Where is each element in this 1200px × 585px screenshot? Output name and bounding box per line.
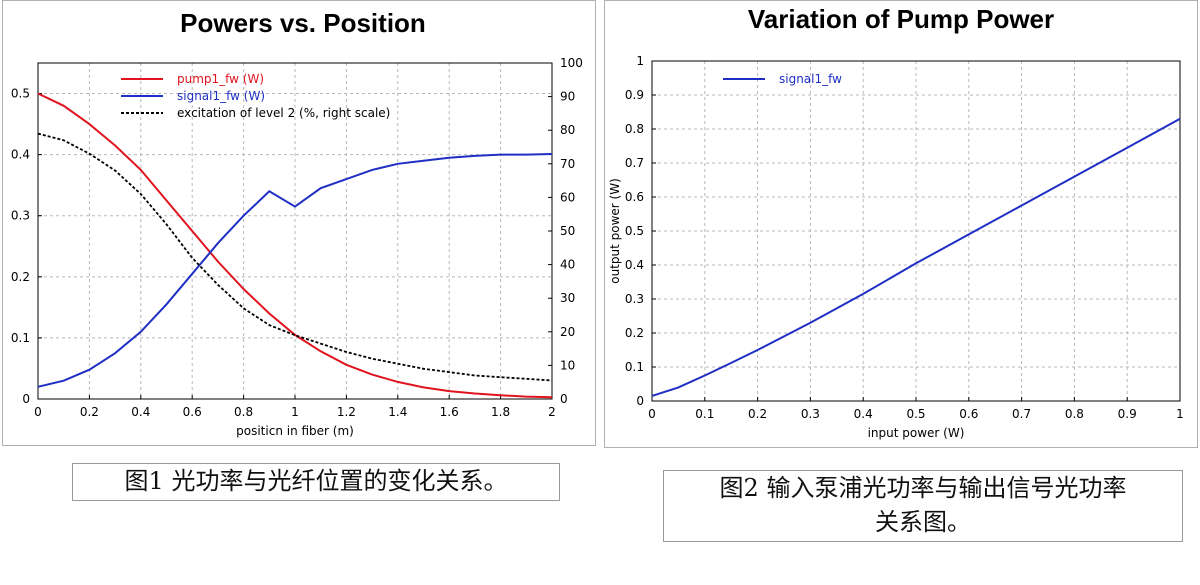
chart-title: Variation of Pump Power [748, 4, 1054, 34]
x-tick-label: 1 [1176, 407, 1184, 421]
x-axis-label: positicn in fiber (m) [236, 424, 354, 438]
chart-title: Powers vs. Position [180, 8, 426, 38]
legend-entry-label: excitation of level 2 (%, right scale) [177, 106, 390, 120]
legend-entry-label: pump1_fw (W) [177, 72, 264, 86]
x-tick-label: 0 [34, 405, 42, 419]
figure1-caption: 图1 光功率与光纤位置的变化关系。 [72, 463, 560, 501]
x-tick-label: 0.4 [854, 407, 873, 421]
y-tick-label: 0.4 [11, 148, 30, 162]
x-tick-label: 1.8 [491, 405, 510, 419]
x-tick-label: 0.7 [1012, 407, 1031, 421]
y-right-tick-label: 10 [560, 358, 575, 372]
x-tick-label: 0.1 [695, 407, 714, 421]
series-line-2 [37, 132, 553, 382]
x-tick-label: 0.8 [1065, 407, 1084, 421]
y-tick-label: 0.5 [11, 87, 30, 101]
y-right-tick-label: 40 [560, 258, 575, 272]
plot-area-frame [37, 62, 553, 400]
x-tick-label: 2 [548, 405, 556, 419]
y-tick-label: 0.7 [625, 156, 644, 170]
x-tick-label: 0.5 [906, 407, 925, 421]
plot-area-frame [651, 60, 1181, 402]
y-tick-label: 0.2 [11, 270, 30, 284]
y-right-tick-label: 50 [560, 224, 575, 238]
x-tick-label: 0.2 [748, 407, 767, 421]
variation-of-pump-power-chart: Variation of Pump Power 0 0.1 0.2 0.3 0.4 0.5 0… [608, 4, 1184, 440]
series-line-1 [37, 153, 553, 388]
x-tick-label: 0.8 [234, 405, 253, 419]
y-tick-label: 0.3 [11, 209, 30, 223]
x-tick-label: 1.6 [440, 405, 459, 419]
figure2-caption: 图2 输入泵浦光功率与输出信号光功率 关系图。 [663, 470, 1183, 542]
y-tick-label: 0.1 [625, 360, 644, 374]
y-right-tick-label: 90 [560, 90, 575, 104]
y-right-tick-label: 20 [560, 325, 575, 339]
x-tick-label: 0.6 [959, 407, 978, 421]
y-right-tick-label: 80 [560, 123, 575, 137]
y-right-tick-label: 30 [560, 291, 575, 305]
y-tick-label: 0.4 [625, 258, 644, 272]
y-tick-label: 0.6 [625, 190, 644, 204]
y-tick-label: 0.9 [625, 88, 644, 102]
y-tick-label: 0.5 [625, 224, 644, 238]
x-tick-label: 0.4 [131, 405, 150, 419]
powers-vs-position-chart: Powers vs. Position 0 0.2 0.4 0.6 0.8 1 1.2 1.4 1… [11, 8, 583, 438]
y-tick-label: 0 [22, 392, 30, 406]
x-tick-label: 1.4 [388, 405, 407, 419]
series-line-0 [37, 92, 553, 399]
series-line-0 [651, 117, 1181, 397]
y-tick-label: 0.3 [625, 292, 644, 306]
chart-panel-powers-vs-position: Powers vs. Position 0 0.2 0.4 0.6 0.8 1 1.2 1.4 1… [2, 0, 596, 446]
y-tick-label: 1 [636, 54, 644, 68]
x-tick-label: 0.6 [183, 405, 202, 419]
y-right-tick-label: 70 [560, 157, 575, 171]
y-axis-label: output power (W) [608, 178, 622, 284]
legend-entry-label: signal1_fw (W) [177, 89, 265, 103]
x-tick-label: 0.9 [1118, 407, 1137, 421]
y-right-tick-label: 60 [560, 190, 575, 204]
chart-panel-variation-of-pump-power: Variation of Pump Power 0 0.1 0.2 0.3 0.4 0.5 0… [604, 0, 1198, 448]
x-tick-label: 0.3 [801, 407, 820, 421]
y-tick-label: 0.8 [625, 122, 644, 136]
x-tick-label: 0.2 [80, 405, 99, 419]
y-right-tick-label: 100 [560, 56, 583, 70]
x-tick-label: 1.2 [337, 405, 356, 419]
x-tick-label: 1 [291, 405, 299, 419]
y-tick-label: 0.2 [625, 326, 644, 340]
x-axis-label: input power (W) [868, 426, 965, 440]
y-tick-label: 0 [636, 394, 644, 408]
y-right-tick-label: 0 [560, 392, 568, 406]
y-tick-label: 0.1 [11, 331, 30, 345]
legend-entry-label: signal1_fw [779, 72, 842, 86]
x-tick-label: 0 [648, 407, 656, 421]
